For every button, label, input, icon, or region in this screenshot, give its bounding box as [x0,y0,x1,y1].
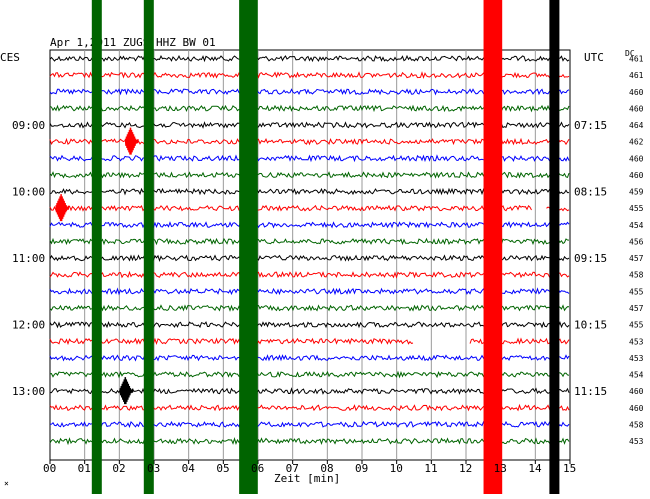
trace-row [49,54,570,63]
vertical-band [239,0,250,494]
seismic-event [55,194,70,222]
right-time-label: 09:15 [574,252,607,265]
x-tick-label: 08 [320,462,333,475]
trace-row [49,287,570,296]
dc-value: 460 [629,104,644,113]
vertical-band [91,0,102,494]
dc-value: 453 [629,437,644,446]
x-tick-label: 12 [459,462,472,475]
dc-value: 461 [629,71,644,80]
dc-value: 458 [629,420,644,429]
dc-value: 460 [629,387,644,396]
vertical-band [247,0,258,494]
trace-row [49,403,570,412]
vertical-bands [91,0,560,494]
trace-row [49,154,570,163]
vertical-band [143,0,154,494]
trace-row [49,121,570,129]
trace-row [49,187,569,196]
dc-value: 460 [629,154,644,163]
x-tick-label: 15 [563,462,576,475]
x-tick-label: 00 [43,462,56,475]
left-time-label: 11:00 [12,252,45,265]
axis-labels: 00 01 02 03 04 05 06 07 08 09 10 11 12 13 14 15 09:00 10:… [12,55,644,476]
dc-value: 464 [629,121,644,130]
x-tick-label: 07 [286,462,299,475]
dc-value: 455 [629,287,644,296]
dc-value: 457 [629,254,644,263]
vertical-band [492,0,503,494]
trace-row [49,304,570,312]
trace-row [49,437,570,446]
right-time-label: 08:15 [574,186,607,199]
x-tick-label: 13 [494,462,507,475]
left-time-label: 12:00 [12,319,45,332]
trace-row [49,88,570,96]
dc-value: 454 [629,371,644,380]
x-tick-label: 11 [424,462,437,475]
trace-row [49,370,570,379]
trace-row [49,420,570,429]
x-axis-label: Zeit [min] [274,472,340,485]
trace-row [50,387,570,395]
plot-frame [49,49,571,461]
seismic-event [119,377,134,405]
dc-value: 459 [629,188,644,197]
vertical-band [549,0,560,494]
trace-row [49,237,570,246]
left-axis-label: CES [0,51,20,64]
bottom-mark: × [4,479,9,488]
trace-row [49,354,570,362]
traces [49,54,570,446]
left-time-label: 09:00 [12,119,45,132]
trace-row [49,220,570,229]
right-time-label: 07:15 [574,119,607,132]
dc-value: 460 [629,404,644,413]
x-tick-label: 06 [251,462,264,475]
trace-row [49,254,570,263]
x-tick-label: 09 [355,462,368,475]
right-axis-label: UTC [584,51,604,64]
vertical-band [483,0,494,494]
left-time-label: 13:00 [12,385,45,398]
right-time-label: 11:15 [574,385,607,398]
x-tick-label: 03 [147,462,160,475]
seismic-event [124,127,139,155]
dc-value: 455 [629,321,644,330]
x-tick-label: 05 [216,462,229,475]
x-tick-label: 10 [390,462,403,475]
trace-row [49,71,570,79]
dc-value: 453 [629,354,644,363]
left-time-label: 10:00 [12,186,45,199]
trace-row [49,171,570,179]
dc-value: 456 [629,237,644,246]
dc-label: DC [625,49,635,58]
dc-value: 455 [629,204,644,213]
chart-title: Apr 1,2011 ZUGS HHZ BW 01 [50,36,216,49]
dc-value: 462 [629,138,644,147]
dc-value: 457 [629,304,644,313]
x-tick-label: 01 [78,462,91,475]
x-tick-label: 04 [182,462,196,475]
dc-value: 461 [629,55,644,64]
trace-row [49,320,570,329]
x-tick-label: 02 [112,462,125,475]
x-tick-label: 14 [528,462,542,475]
right-time-label: 10:15 [574,319,607,332]
dc-value: 460 [629,88,644,97]
trace-row [49,270,570,279]
dc-value: 460 [629,171,644,180]
dc-value: 454 [629,221,644,230]
trace-row [49,104,570,113]
dc-value: 453 [629,337,644,346]
dc-value: 458 [629,271,644,280]
